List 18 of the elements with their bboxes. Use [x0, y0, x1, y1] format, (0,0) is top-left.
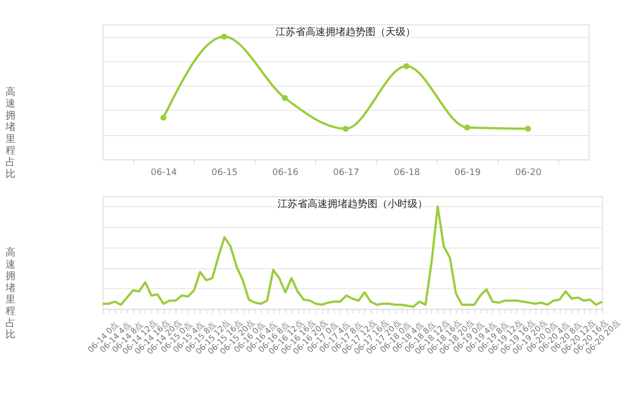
- x-tick-label: 06-19: [454, 168, 481, 178]
- x-tick-label: 06-18: [394, 168, 420, 178]
- point: [160, 114, 166, 121]
- chart-title: 江苏省高速拥堵趋势图（小时级）: [277, 198, 428, 210]
- x-tick-label: 06-20: [515, 168, 542, 178]
- point: [464, 124, 470, 130]
- x-tick-label: 06-14: [150, 168, 178, 178]
- chart-title: 江苏省高速拥堵趋势图（天级）: [276, 26, 416, 38]
- x-tick-label: 06-16: [272, 168, 299, 178]
- x-tick-label: 06-17: [333, 168, 360, 178]
- point: [221, 34, 228, 40]
- y-axis-title: 高速拥堵里程占比: [4, 86, 16, 180]
- point: [342, 126, 349, 132]
- point: [282, 95, 288, 102]
- x-tick-label: 06-15: [212, 168, 238, 178]
- y-axis-title: 高速拥堵里程占比: [4, 246, 16, 341]
- point: [524, 126, 531, 132]
- point: [403, 63, 410, 70]
